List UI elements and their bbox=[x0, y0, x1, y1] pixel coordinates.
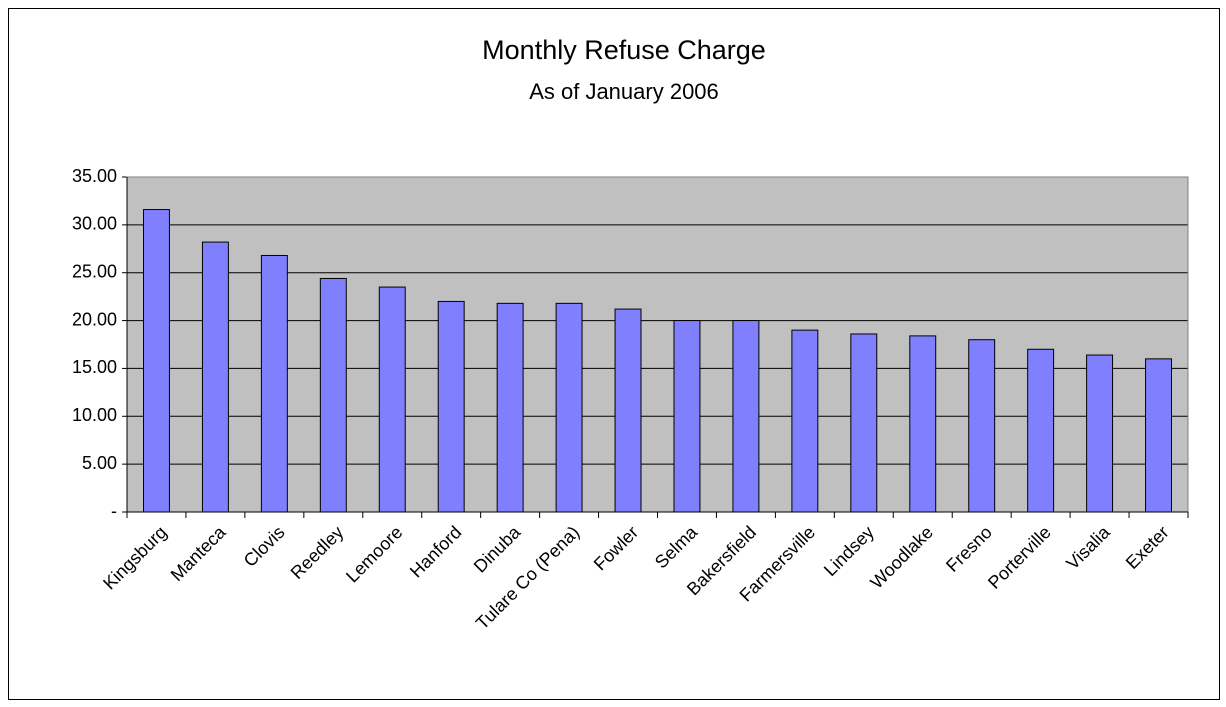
y-tick-label: 20.00 bbox=[72, 309, 117, 329]
bar bbox=[732, 320, 760, 513]
bar bbox=[201, 241, 229, 513]
bar bbox=[437, 300, 465, 513]
y-tick-label: 25.00 bbox=[72, 261, 117, 281]
y-tick-label: 15.00 bbox=[72, 357, 117, 377]
bar bbox=[555, 302, 583, 513]
bar bbox=[791, 329, 819, 513]
y-tick-label: 5.00 bbox=[82, 453, 117, 473]
bar bbox=[850, 333, 878, 513]
plot-area bbox=[127, 177, 1188, 512]
bar bbox=[614, 308, 642, 513]
bar bbox=[143, 209, 170, 513]
chart-title: Monthly Refuse Charge bbox=[482, 35, 766, 65]
bar bbox=[319, 277, 347, 513]
bar bbox=[1027, 348, 1055, 513]
bar bbox=[673, 320, 701, 513]
bar bbox=[496, 302, 524, 513]
y-tick-label: 10.00 bbox=[72, 405, 117, 425]
bar bbox=[1086, 354, 1114, 513]
bar bbox=[968, 339, 996, 513]
y-tick-label: 30.00 bbox=[72, 214, 117, 234]
bar bbox=[378, 286, 406, 513]
y-tick-label: 35.00 bbox=[72, 166, 117, 186]
bar bbox=[1145, 358, 1172, 513]
chart-subtitle: As of January 2006 bbox=[529, 79, 719, 104]
bar bbox=[909, 335, 937, 513]
bar bbox=[260, 254, 288, 513]
y-tick-label: - bbox=[111, 501, 117, 521]
